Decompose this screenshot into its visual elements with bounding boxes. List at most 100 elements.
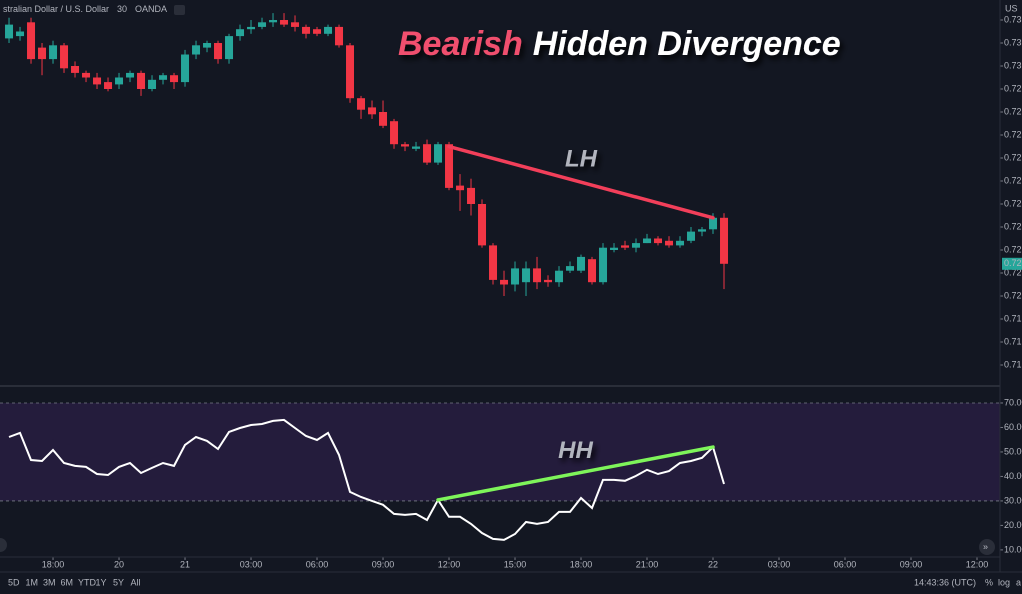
range-button[interactable]: 6M	[61, 577, 74, 587]
scroll-right-icon[interactable]: »	[983, 541, 988, 551]
y-tick-label: 0.72	[1004, 129, 1022, 139]
candle-body	[291, 22, 300, 27]
x-tick-label: 06:00	[306, 559, 329, 569]
candle-body	[247, 26, 256, 30]
candle-body	[390, 121, 399, 145]
candle-body	[379, 112, 388, 126]
candle-body	[203, 43, 212, 48]
plot-layer: 0.730.730.730.720.720.720.720.720.720.72…	[0, 13, 1022, 569]
x-tick-label: 03:00	[240, 559, 263, 569]
scroll-right[interactable]	[979, 539, 995, 555]
range-button[interactable]: 5Y	[113, 577, 124, 587]
candle-body	[412, 146, 421, 149]
candle-body	[38, 47, 47, 60]
y-tick-label: 0.71	[1004, 313, 1022, 323]
trend-label: HH	[558, 437, 593, 464]
currency: US	[1005, 3, 1018, 13]
interval[interactable]: 30	[117, 4, 127, 14]
candle-body	[368, 107, 377, 115]
candle-body	[302, 26, 311, 34]
symbol-menu[interactable]	[174, 5, 185, 15]
range-button[interactable]: 3M	[43, 577, 56, 587]
y-tick-label: 0.72	[1004, 152, 1022, 162]
candle-body	[709, 217, 718, 230]
candle-body	[346, 45, 355, 99]
title-main: Hidden Divergence	[533, 25, 841, 63]
candle-body	[280, 20, 289, 25]
symbol-name: stralian Dollar / U.S. Dollar	[3, 4, 109, 14]
chart-title: Bearish Hidden Divergence	[398, 25, 841, 63]
range-button[interactable]: 1M	[26, 577, 39, 587]
rsi-line	[8, 418, 725, 541]
candle-body	[82, 72, 91, 78]
candle-body	[423, 144, 432, 163]
y-tick-label: 0.72	[1004, 175, 1022, 185]
x-tick-label: 06:00	[834, 559, 857, 569]
candle-body	[720, 217, 729, 264]
last-price-tag	[1002, 257, 1022, 270]
range-button[interactable]: 5D	[8, 577, 20, 587]
y-tick-label: 30.00	[1004, 495, 1022, 505]
y-tick-label: 0.72	[1004, 267, 1022, 277]
symbol: stralian Dollar / U.S. Dollar 30 OANDA	[3, 4, 167, 14]
y-tick-label: 0.71	[1004, 359, 1022, 369]
candle-body	[16, 31, 25, 37]
candle-body	[192, 45, 201, 55]
range-button[interactable]: 1Y	[96, 577, 107, 587]
last-price-label: 0.72	[1004, 258, 1022, 268]
range-button[interactable]: All	[131, 577, 141, 587]
candle-body	[148, 79, 157, 90]
x-tick-label: 21	[180, 559, 190, 569]
scroll-left[interactable]	[0, 538, 7, 552]
candle-body	[225, 36, 234, 60]
auto-toggle[interactable]: a	[1016, 577, 1021, 587]
candle-body	[621, 245, 630, 248]
candle-body	[258, 22, 267, 27]
candle-body	[687, 231, 696, 241]
candle-body	[137, 72, 146, 90]
candle-body	[357, 98, 366, 110]
y-tick-label: 0.72	[1004, 83, 1022, 93]
y-tick-label: 70.00	[1004, 397, 1022, 407]
y-tick-label: 0.73	[1004, 14, 1022, 24]
y-tick-label: 50.00	[1004, 446, 1022, 456]
candle-body	[401, 144, 410, 147]
range-button[interactable]: YTD	[78, 577, 97, 587]
y-tick-label: 20.00	[1004, 520, 1022, 530]
candle-body	[643, 238, 652, 244]
candle-body	[324, 26, 333, 34]
candle-body	[555, 270, 564, 283]
x-tick-label: 18:00	[570, 559, 593, 569]
candle-body	[335, 26, 344, 46]
candle-body	[27, 22, 36, 60]
candle-body	[500, 279, 509, 285]
candle-body	[522, 268, 531, 283]
candle-body	[632, 243, 641, 248]
y-tick-label: 0.72	[1004, 106, 1022, 116]
candle-body	[467, 187, 476, 204]
candle-body	[71, 66, 80, 73]
candle-body	[115, 77, 124, 85]
x-tick-label: 21:00	[636, 559, 659, 569]
trend-label: LH	[565, 145, 598, 172]
candle-body	[49, 45, 58, 60]
x-tick-label: 18:00	[42, 559, 65, 569]
percent-toggle[interactable]: %	[985, 577, 993, 587]
y-tick-label: 0.72	[1004, 290, 1022, 300]
candle-body	[665, 240, 674, 246]
log-toggle[interactable]: log	[998, 577, 1010, 587]
candle-body	[511, 268, 520, 285]
y-tick-label: 0.72	[1004, 221, 1022, 231]
candle-body	[676, 240, 685, 246]
x-tick-label: 15:00	[504, 559, 527, 569]
candle-body	[445, 144, 454, 188]
y-tick-label: 40.00	[1004, 471, 1022, 481]
title-prefix: Bearish	[398, 25, 523, 63]
trend-line	[436, 445, 715, 502]
x-tick-label: 12:00	[438, 559, 461, 569]
y-tick-label: 0.72	[1004, 198, 1022, 208]
candle-body	[544, 279, 553, 283]
y-tick-label: 0.71	[1004, 336, 1022, 346]
clock: 14:43:36 (UTC)	[914, 577, 976, 587]
